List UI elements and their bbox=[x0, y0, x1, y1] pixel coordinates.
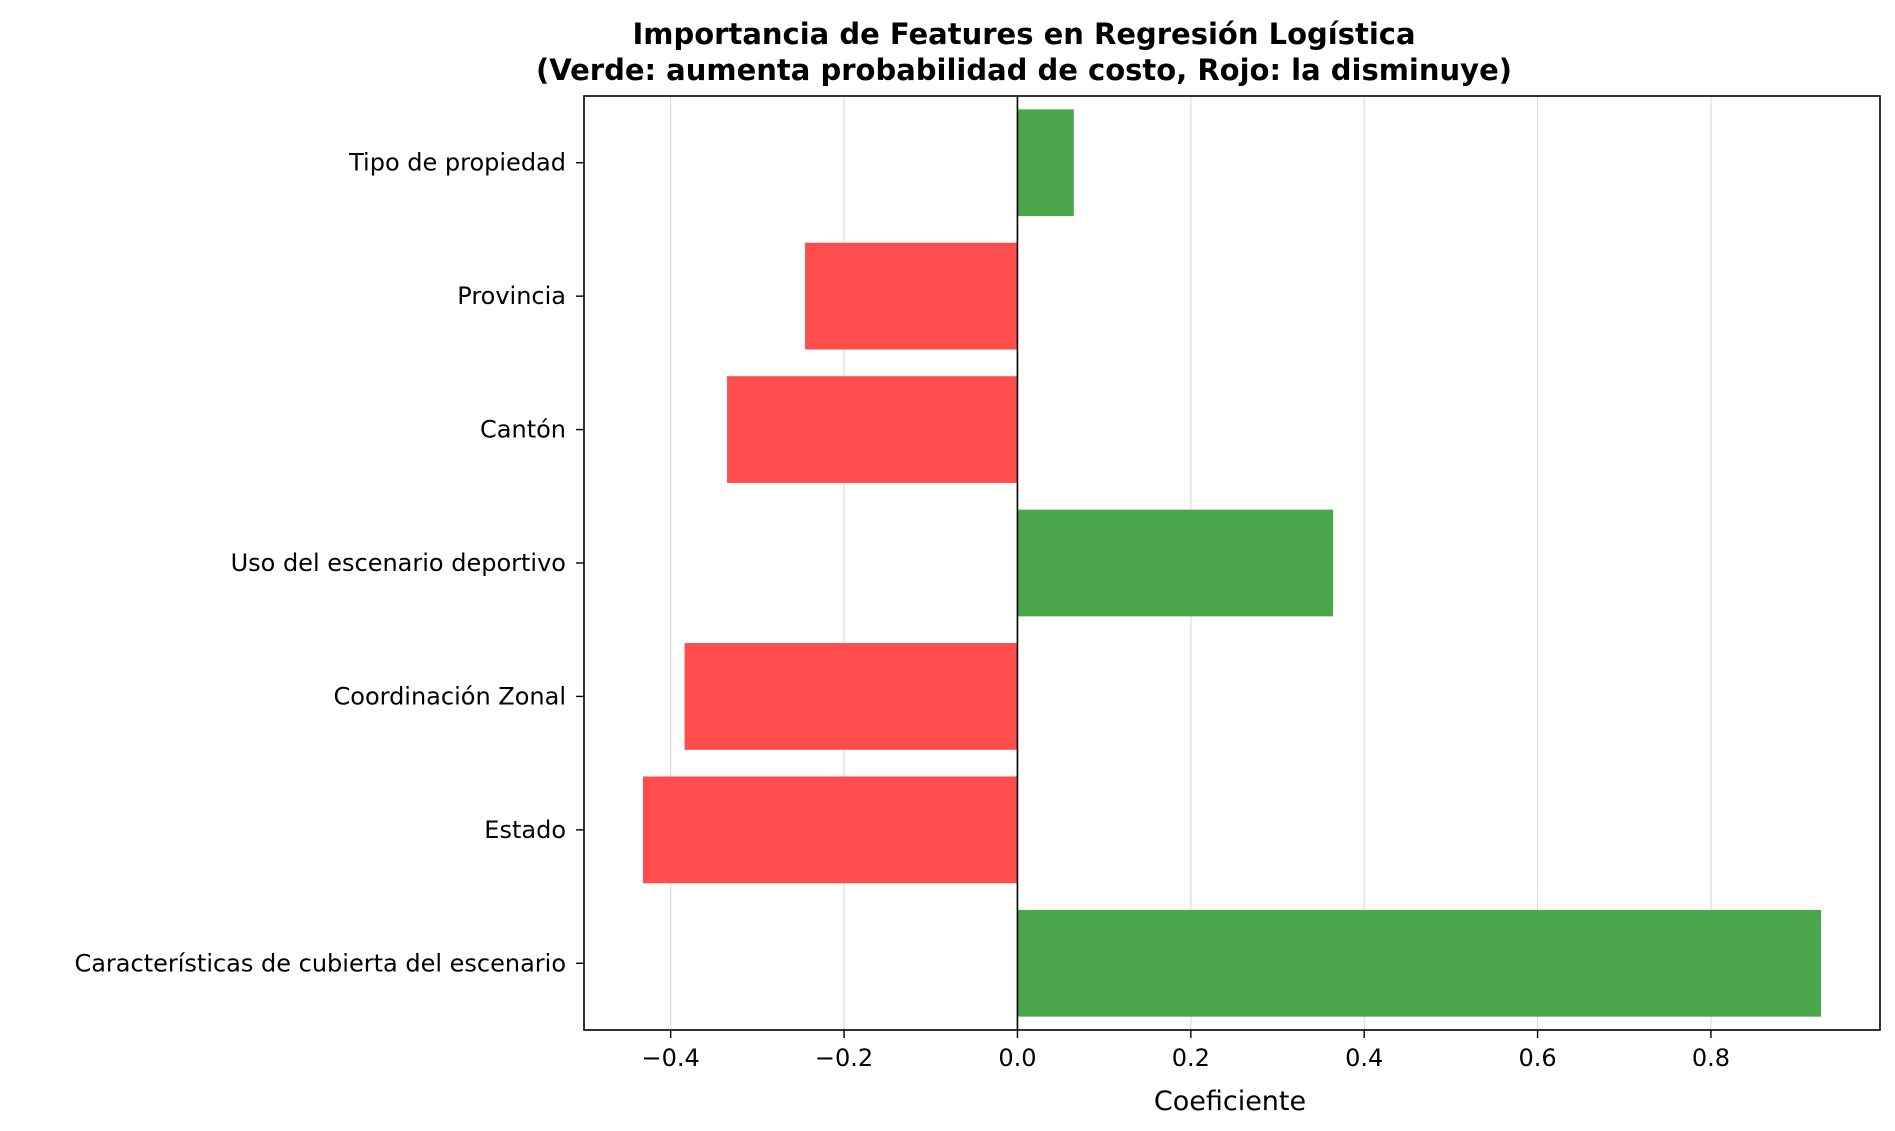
x-axis-label: Coeficiente bbox=[1154, 1086, 1306, 1117]
category-label: Estado bbox=[484, 816, 566, 844]
bars bbox=[642, 109, 1822, 1017]
x-tick-label: 0.8 bbox=[1692, 1044, 1730, 1072]
x-tick-label: 0.4 bbox=[1345, 1044, 1383, 1072]
x-axis: −0.4 −0.2 0.0 0.2 0.4 0.6 0.8 bbox=[642, 1030, 1730, 1072]
category-label: Cantón bbox=[480, 416, 566, 444]
chart-title: Importancia de Features en Regresión Log… bbox=[632, 17, 1415, 51]
y-axis: Tipo de propiedad Provincia Cantón Uso del … bbox=[74, 149, 584, 977]
x-tick-label: −0.2 bbox=[815, 1044, 873, 1072]
bar bbox=[727, 376, 1018, 483]
bar bbox=[1017, 909, 1822, 1017]
x-tick-label: −0.4 bbox=[642, 1044, 700, 1072]
category-label: Tipo de propiedad bbox=[348, 149, 566, 177]
x-tick-label: 0.6 bbox=[1518, 1044, 1556, 1072]
bar bbox=[1017, 109, 1074, 217]
category-label: Provincia bbox=[457, 282, 566, 310]
bar bbox=[1017, 509, 1333, 617]
bar bbox=[684, 643, 1018, 750]
category-label: Uso del escenario deportivo bbox=[231, 549, 566, 577]
x-tick-label: 0.2 bbox=[1172, 1044, 1210, 1072]
category-label: Características de cubierta del escenari… bbox=[74, 949, 566, 977]
bar bbox=[805, 242, 1018, 350]
bar bbox=[642, 776, 1018, 884]
chart-subtitle: (Verde: aumenta probabilidad de costo, R… bbox=[536, 53, 1512, 87]
x-tick-label: 0.0 bbox=[998, 1044, 1036, 1072]
category-label: Coordinación Zonal bbox=[334, 682, 567, 710]
